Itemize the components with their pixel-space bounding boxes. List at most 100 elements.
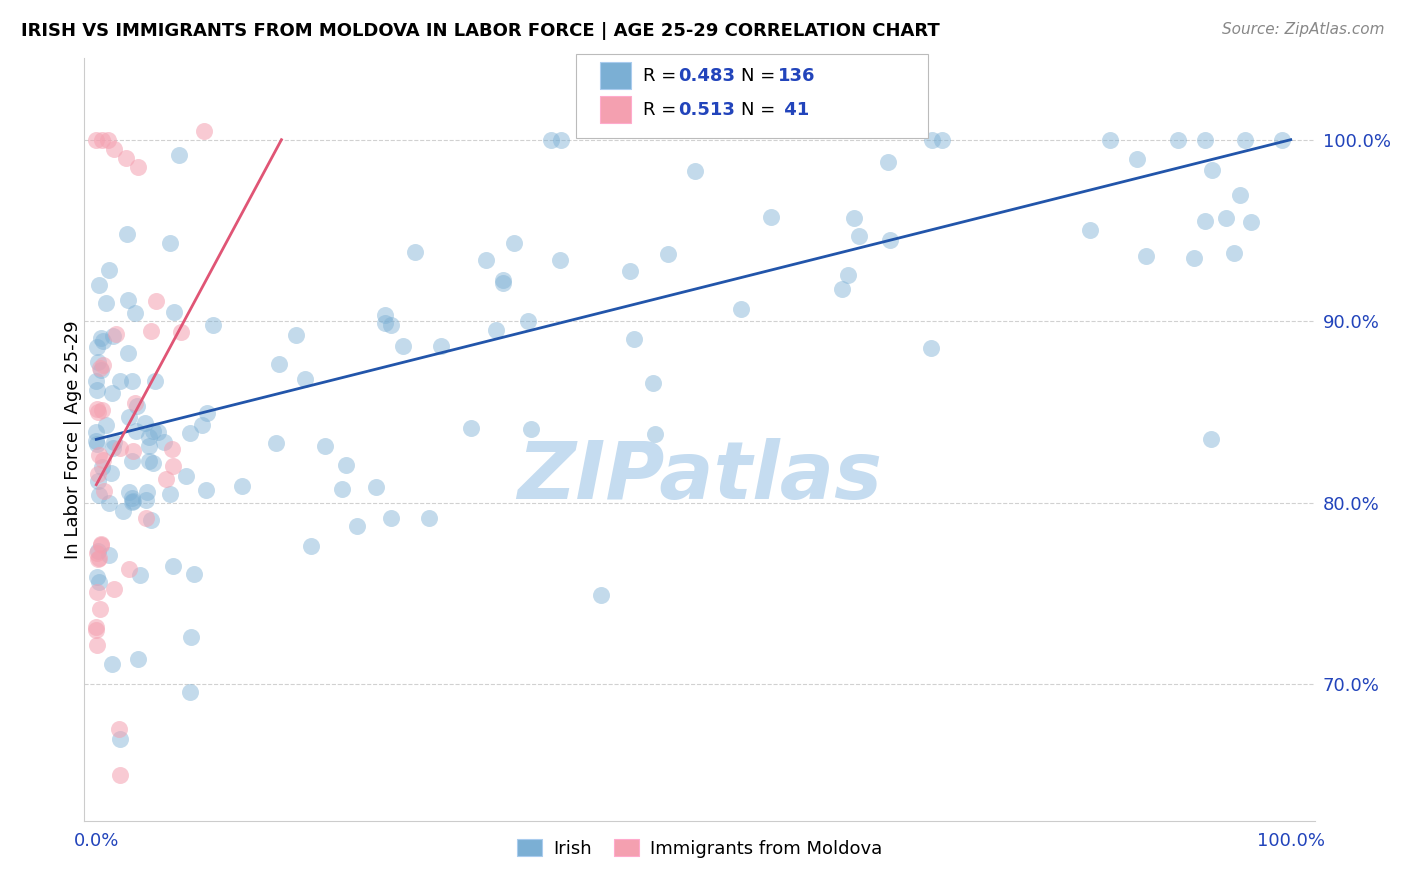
Text: Source: ZipAtlas.com: Source: ZipAtlas.com [1222,22,1385,37]
Point [143,375,166,389]
Point [87,467,110,481]
Point [146,425,169,439]
Point [84,623,107,637]
Point [93,358,115,372]
Point [920,341,942,355]
Point [89,361,111,376]
Point [484,323,506,337]
Point [135,510,157,524]
Point [193,123,215,137]
Point [97,133,120,147]
Point [128,568,150,582]
Point [118,562,141,576]
Point [86,546,108,560]
Point [1167,133,1189,147]
Point [460,421,482,435]
Legend: Irish, Immigrants from Moldova: Irish, Immigrants from Moldova [510,831,889,865]
Point [91,133,114,147]
Point [366,480,388,494]
Point [1135,250,1157,264]
Point [90,331,112,345]
Point [195,483,218,498]
Point [121,374,143,388]
Point [108,731,131,746]
Point [134,417,156,431]
Point [1194,133,1216,147]
Point [1194,214,1216,228]
Point [1099,133,1122,147]
Point [374,316,396,330]
Point [96,417,118,432]
Text: 0.513: 0.513 [678,101,734,119]
Text: 41: 41 [778,101,808,119]
Point [118,485,141,500]
Point [380,511,402,525]
Point [1199,432,1222,446]
Point [87,544,110,558]
Point [103,142,125,156]
Point [86,639,108,653]
Point [503,236,526,251]
Point [231,478,253,492]
Y-axis label: In Labor Force | Age 25-29: In Labor Force | Age 25-29 [65,320,82,558]
Point [103,434,125,449]
Point [138,440,160,454]
Point [330,482,353,496]
Point [101,386,124,401]
Point [87,488,110,502]
Point [138,454,160,468]
Point [374,308,396,322]
Point [314,439,336,453]
Point [86,384,108,398]
Point [1182,251,1205,265]
Point [831,282,853,296]
Point [837,268,859,282]
Point [644,427,666,442]
Point [404,244,426,259]
Point [641,376,664,391]
Point [127,160,149,174]
Point [90,363,112,377]
Point [195,406,218,420]
Point [103,441,125,455]
Point [879,233,901,247]
Point [183,567,205,582]
Point [108,722,131,736]
Point [346,518,368,533]
Point [430,338,453,352]
Point [141,513,163,527]
Point [299,539,322,553]
Point [179,684,201,698]
Point [87,448,110,462]
Point [125,424,148,438]
Point [117,345,139,359]
Point [121,491,143,506]
Point [335,458,357,472]
Point [86,570,108,584]
Point [86,405,108,419]
Point [135,493,157,508]
Point [94,296,117,310]
Point [162,459,184,474]
Point [89,601,111,615]
Point [87,355,110,369]
Point [294,372,316,386]
Point [108,374,131,388]
Point [1201,163,1223,178]
Point [657,247,679,261]
Point [91,452,114,467]
Point [1234,133,1257,147]
Point [87,474,110,488]
Point [176,468,198,483]
Point [167,148,190,162]
Point [86,340,108,354]
Point [89,551,111,566]
Point [180,630,202,644]
Point [153,435,176,450]
Point [89,574,111,589]
Point [418,510,440,524]
Point [492,273,515,287]
Point [474,252,496,267]
Point [619,263,641,277]
Point [97,495,120,509]
